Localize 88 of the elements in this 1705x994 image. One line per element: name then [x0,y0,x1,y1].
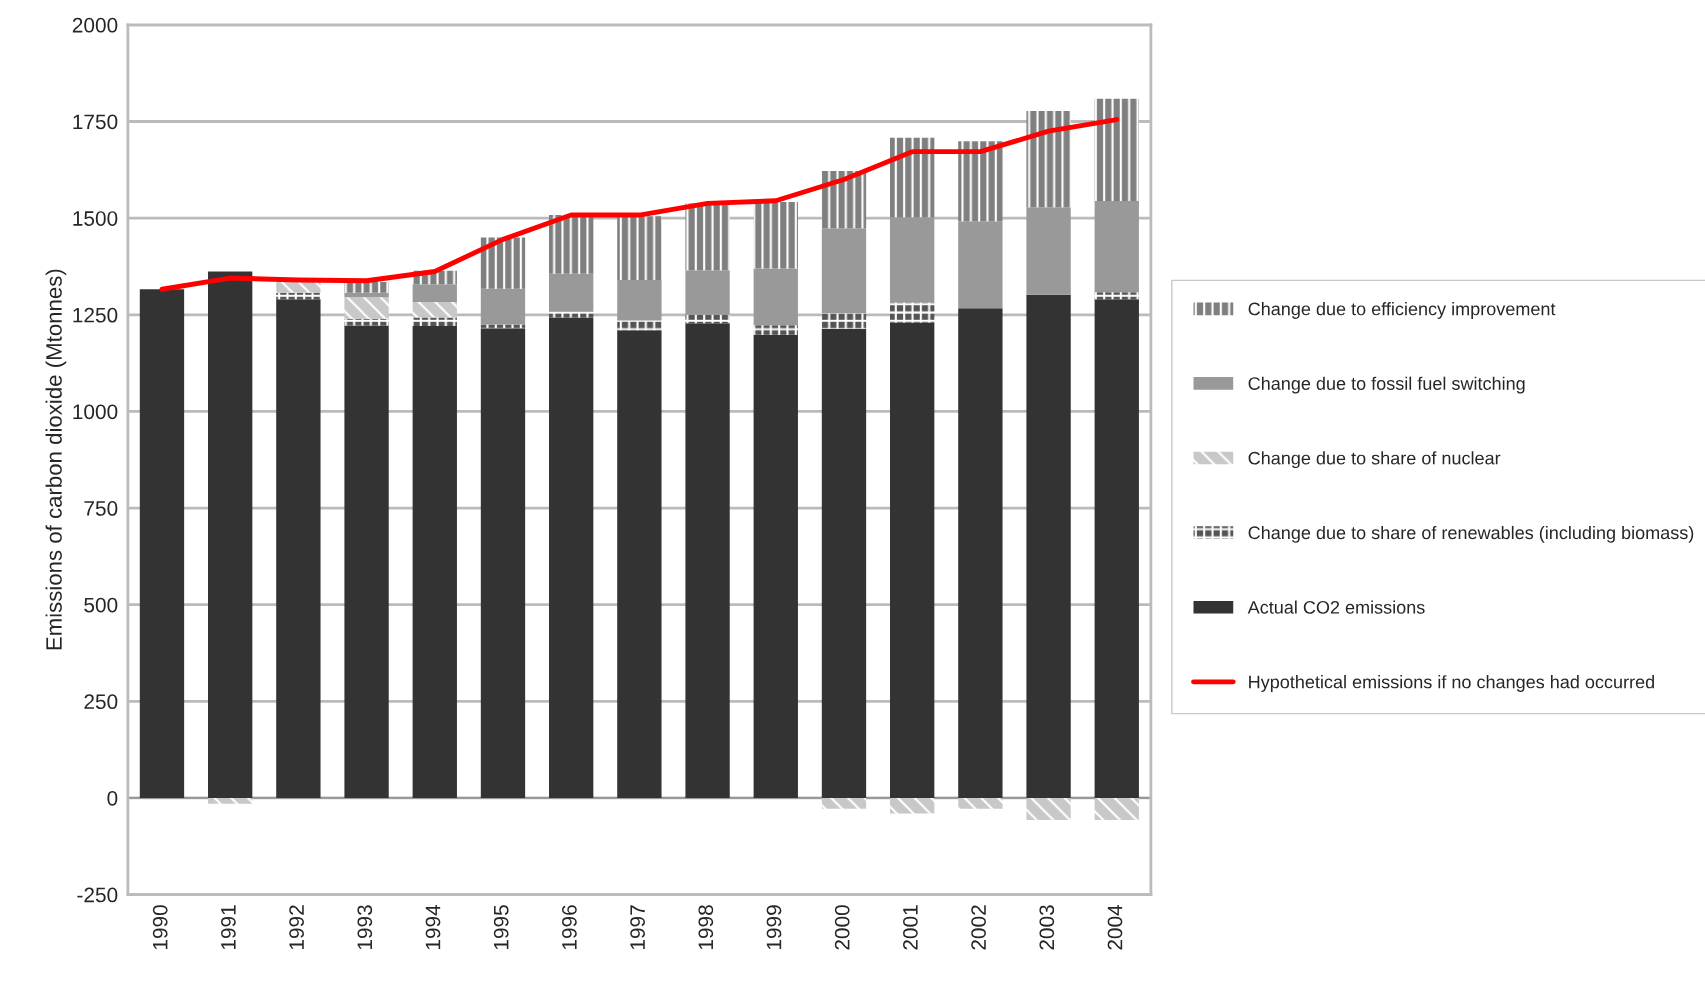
y-tick-label: 1500 [73,211,118,226]
y-axis-title: Emissions of carbon dioxide (Mtonnes) [45,269,67,650]
bar [549,273,594,312]
y-tick-label: 750 [84,501,118,516]
bar [753,268,798,326]
legend-label: Change due to efficiency improvement [1248,302,1556,319]
bar [1094,201,1139,293]
bar [480,288,526,325]
bar [412,284,457,303]
bar [208,271,253,798]
x-tick-label: 1996 [562,905,577,950]
bar [1026,207,1071,295]
bar [1094,797,1139,820]
bar [1094,292,1139,300]
x-tick-label: 2002 [971,905,986,950]
bar [276,299,321,798]
y-tick-label: 1000 [73,404,118,420]
bar [1026,294,1071,798]
x-tick-label: 1992 [289,905,304,950]
bar [753,325,798,335]
bar [821,328,867,798]
bar [685,314,730,324]
bar [549,317,594,798]
x-tick-label: 1997 [630,905,645,950]
bar [1094,98,1139,202]
bar [139,289,185,798]
bar [344,297,389,319]
bar [821,228,867,314]
bar [480,328,526,798]
bar [753,334,798,798]
bar [1094,299,1139,798]
bar [617,320,662,331]
x-tick-label: 1998 [698,905,714,950]
y-tick-label: 250 [84,694,118,710]
bar [617,330,662,798]
x-tick-label: 2000 [834,905,850,950]
bar [208,797,253,804]
bar [958,141,1003,222]
bar [821,170,867,229]
bar [617,279,662,321]
bar [412,325,457,798]
y-tick-label: 1250 [73,307,118,323]
y-tick-label: 2000 [72,17,118,33]
bar [549,215,594,274]
y-tick-label: 500 [84,597,118,613]
x-tick-label: 1995 [493,905,509,950]
bar [617,216,662,280]
bar [1026,797,1071,820]
bar [480,324,526,329]
bar [412,317,457,326]
y-tick-label: 1750 [73,114,118,130]
x-tick-label: 1991 [221,905,236,950]
bar [344,325,389,798]
bar [958,308,1003,798]
bar [480,237,526,289]
y-tick-label: -250 [77,887,118,903]
legend-label: Change due to share of renewables (including biomass) [1248,525,1694,543]
bar [685,323,730,798]
bar [890,137,935,218]
legend-label: Change due to share of nuclear [1248,451,1501,469]
y-tick-label: 0 [107,790,118,806]
x-tick-label: 1993 [357,905,373,950]
bar [958,797,1003,809]
x-tick-label: 2004 [1107,904,1123,950]
legend-label: Hypothetical emissions if no changes had occurred [1249,675,1654,692]
bar [412,302,457,318]
bar [685,203,730,271]
bar [276,292,321,300]
bar [821,797,867,809]
bar [890,322,935,798]
x-tick-label: 1990 [152,905,168,950]
bar [890,302,935,323]
bar [890,797,935,814]
legend-label: Change due to fossil fuel switching [1248,376,1525,394]
x-tick-label: 1999 [766,905,782,950]
bar [958,221,1003,309]
x-tick-label: 1994 [425,904,441,950]
bar [1026,111,1071,208]
bar [685,270,730,315]
line-series [159,117,1120,292]
bar [890,217,935,303]
bar [344,318,389,326]
x-tick-label: 2003 [1039,905,1055,950]
legend-label: Actual CO2 emissions [1247,600,1425,614]
bar [753,201,798,269]
x-tick-label: 2001 [903,905,918,950]
bar [344,281,389,293]
bar [821,313,867,329]
